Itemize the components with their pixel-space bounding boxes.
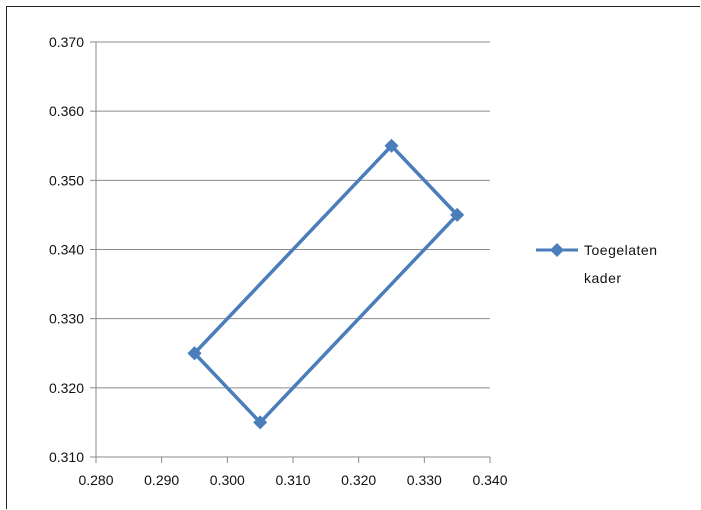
data-point-marker — [384, 138, 399, 153]
y-tick-labels: 0.310 0.320 0.330 0.340 0.350 0.360 0.370 — [49, 34, 84, 465]
x-tick-label: 0.300 — [210, 472, 245, 488]
series-layer — [187, 138, 465, 430]
legend-label-line-2: kader — [584, 270, 622, 286]
data-point-marker — [187, 346, 202, 361]
y-tick-label: 0.330 — [49, 311, 84, 327]
data-point-marker — [253, 415, 268, 430]
x-tick-labels: 0.280 0.290 0.300 0.310 0.320 0.330 0.340 — [78, 472, 507, 488]
data-point-marker — [450, 207, 465, 222]
x-tick-label: 0.330 — [407, 472, 442, 488]
y-tick-label: 0.360 — [49, 103, 84, 119]
y-tick-label: 0.310 — [49, 449, 84, 465]
y-tick-label: 0.350 — [49, 172, 84, 188]
y-tick-label: 0.320 — [49, 380, 84, 396]
x-tick-label: 0.280 — [78, 472, 113, 488]
axis-layer — [90, 42, 490, 458]
y-tick-label: 0.340 — [49, 242, 84, 258]
x-tick-label: 0.310 — [275, 472, 310, 488]
y-tick-label: 0.370 — [49, 34, 84, 50]
series-line — [193, 143, 460, 425]
legend: Toegelaten kader — [536, 242, 658, 286]
x-tick-label: 0.340 — [472, 472, 507, 488]
x-tick-label: 0.290 — [144, 472, 179, 488]
legend-label-line-1: Toegelaten — [584, 242, 658, 258]
legend-marker-diamond — [550, 243, 564, 257]
x-tick-label: 0.320 — [341, 472, 376, 488]
chart-frame — [6, 6, 700, 509]
